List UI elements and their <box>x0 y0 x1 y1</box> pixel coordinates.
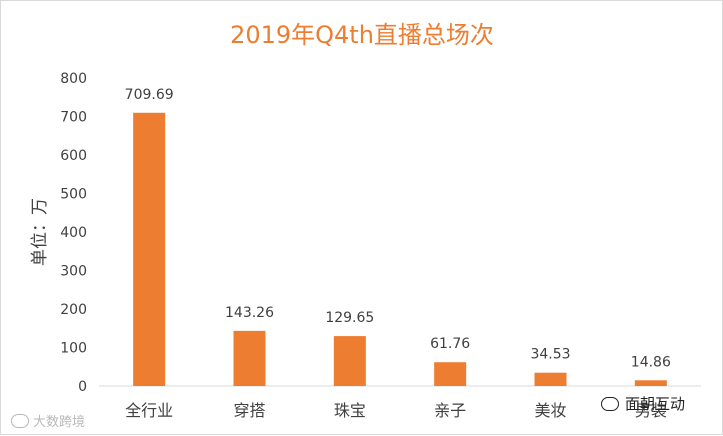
x-tick-label: 亲子 <box>434 401 466 420</box>
bar <box>634 380 667 386</box>
watermark-right: 面朝互动 <box>601 393 685 414</box>
bar <box>133 112 166 386</box>
watermark-left: 大数跨境 <box>11 411 85 430</box>
bar <box>534 372 567 386</box>
y-tick-label: 500 <box>60 187 87 203</box>
bar <box>333 336 366 386</box>
watermark-left-text: 大数跨境 <box>33 415 86 430</box>
data-label: 61.76 <box>430 336 470 352</box>
y-tick-label: 600 <box>60 148 87 164</box>
y-tick-label: 0 <box>78 379 87 395</box>
y-tick-label: 300 <box>60 264 87 280</box>
x-tick-label: 美妆 <box>534 401 566 420</box>
y-axis-label: 单位：万 <box>30 198 50 266</box>
y-tick-label: 200 <box>60 302 87 318</box>
x-tick-label: 穿搭 <box>233 401 265 420</box>
watermark-logo-icon <box>11 413 29 428</box>
y-tick-label: 100 <box>60 341 87 357</box>
data-label: 34.53 <box>530 347 570 363</box>
data-label: 14.86 <box>631 354 671 370</box>
y-tick-label: 800 <box>60 71 87 87</box>
data-label: 129.65 <box>325 310 374 326</box>
bar <box>434 362 467 386</box>
y-tick-label: 400 <box>60 225 87 241</box>
x-tick-label: 全行业 <box>125 401 173 420</box>
x-tick-label: 珠宝 <box>334 401 366 420</box>
y-tick-label: 700 <box>60 110 87 126</box>
data-label: 709.69 <box>125 87 174 103</box>
chart-title: 2019年Q4th直播总场次 <box>230 21 494 49</box>
bar <box>233 330 266 386</box>
watermark-right-text: 面朝互动 <box>625 395 686 413</box>
x-tick-label: 男装 <box>635 401 667 420</box>
data-label: 143.26 <box>225 305 274 321</box>
wechat-icon <box>601 396 619 411</box>
